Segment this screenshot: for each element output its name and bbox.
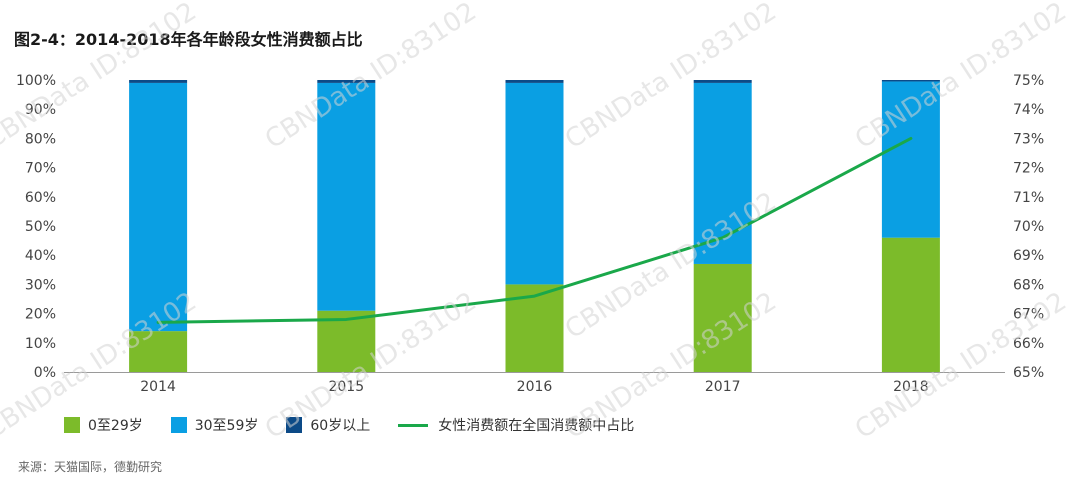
x-tick-label-2015: 2015 — [328, 379, 364, 395]
axes-layer: 0% 10% 20% 30% 40% 50% 60% 70% 80% 90% 100% 65% 66% 6… — [16, 73, 1044, 395]
bar-2018-series-1 — [881, 81, 940, 238]
bar-2018-series-0 — [881, 237, 940, 372]
legend-swatch-0-29 — [64, 417, 80, 433]
legend-label-female-share: 女性消费额在全国消费额中占比 — [438, 418, 635, 434]
bar-2015-series-1 — [317, 82, 376, 311]
legend-swatch-60-plus — [286, 417, 303, 433]
right-tick-label: 72% — [1013, 161, 1044, 177]
legend-item-0-29: 0至29岁 — [64, 415, 143, 435]
legend-label-30-59: 30至59岁 — [194, 418, 259, 434]
bars-layer — [129, 80, 940, 372]
bar-2014-series-2 — [129, 80, 188, 83]
x-tick-label-2018: 2018 — [893, 379, 929, 395]
legend-swatch-female-share — [398, 423, 429, 427]
left-tick-label: 0% — [34, 365, 56, 381]
x-tick-label-2016: 2016 — [517, 379, 553, 395]
left-tick-label: 60% — [25, 190, 56, 206]
right-tick-label: 68% — [1013, 277, 1044, 293]
chart-area: 0% 10% 20% 30% 40% 50% 60% 70% 80% 90% 100% 65% 66% 6… — [16, 73, 1044, 395]
left-tick-label: 20% — [25, 307, 56, 323]
left-tick-label: 30% — [25, 277, 56, 293]
source-note: 来源：天猫国际，德勤研究 — [18, 460, 163, 474]
legend-label-60-plus: 60岁以上 — [310, 418, 371, 434]
right-tick-label: 75% — [1013, 73, 1044, 89]
x-tick-label-2017: 2017 — [705, 379, 741, 395]
bar-2018-series-2 — [881, 80, 940, 82]
left-tick-label: 70% — [25, 161, 56, 177]
bar-2015-series-2 — [317, 80, 376, 83]
right-tick-label: 74% — [1013, 102, 1044, 118]
x-tick-label-2014: 2014 — [140, 379, 176, 395]
bar-2017-series-0 — [693, 263, 752, 372]
left-tick-label: 40% — [25, 248, 56, 264]
line-layer — [156, 136, 913, 324]
legend-label-0-29: 0至29岁 — [88, 418, 143, 434]
bar-2014-series-1 — [129, 82, 188, 332]
legend-item-60-plus: 60岁以上 — [286, 415, 370, 435]
legend-swatch-30-59 — [170, 417, 187, 433]
chart-title: 图2-4：2014-2018年各年龄段女性消费额占比 — [14, 30, 363, 49]
right-tick-label: 65% — [1013, 365, 1044, 381]
bar-2017-series-2 — [693, 80, 752, 83]
right-tick-label: 73% — [1013, 131, 1044, 147]
left-tick-label: 100% — [16, 73, 56, 89]
bar-2014-series-0 — [129, 331, 188, 372]
left-tick-label: 90% — [25, 102, 56, 118]
legend-item-30-59: 30至59岁 — [170, 415, 259, 435]
bar-2016-series-2 — [505, 80, 564, 83]
left-tick-label: 50% — [25, 219, 56, 235]
bar-2017-series-1 — [693, 82, 752, 264]
bar-2016-series-1 — [505, 82, 564, 285]
left-tick-label: 80% — [25, 131, 56, 147]
right-tick-label: 71% — [1013, 190, 1044, 206]
right-tick-label: 66% — [1013, 336, 1044, 352]
legend: 0至29岁 30至59岁 60岁以上 女性消费额在全国消费额中占比 — [64, 414, 662, 436]
right-tick-label: 67% — [1013, 307, 1044, 323]
legend-item-female-share: 女性消费额在全国消费额中占比 — [398, 415, 634, 435]
left-tick-label: 10% — [25, 336, 56, 352]
right-tick-label: 70% — [1013, 219, 1044, 235]
right-tick-label: 69% — [1013, 248, 1044, 264]
